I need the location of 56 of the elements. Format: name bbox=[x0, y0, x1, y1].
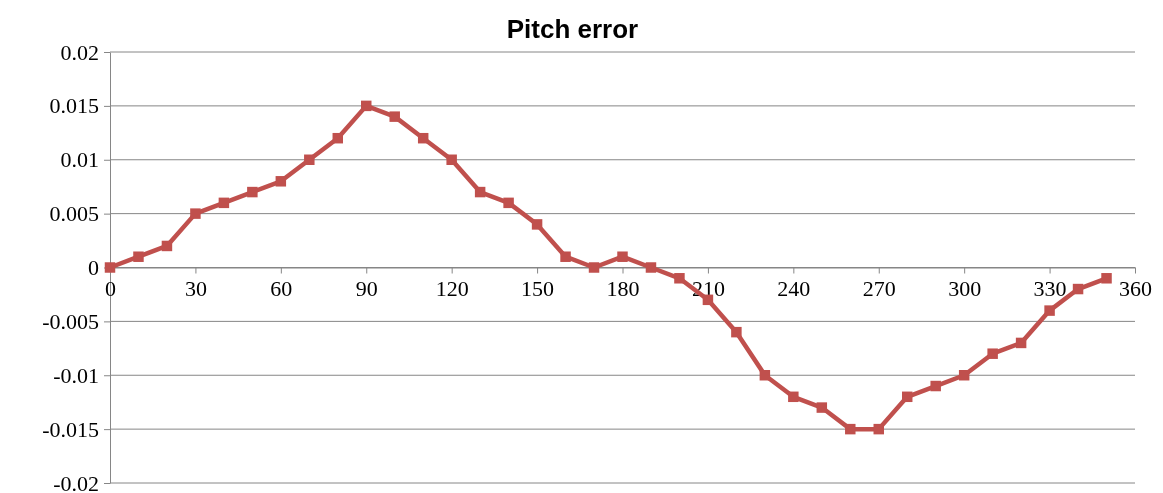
x-tick-label: 240 bbox=[777, 276, 811, 302]
y-tick-label: -0.005 bbox=[42, 308, 99, 334]
y-tick-label: -0.015 bbox=[42, 416, 99, 442]
y-tick-label: -0.02 bbox=[53, 470, 99, 493]
point bbox=[1044, 305, 1055, 316]
x-tick-label: 120 bbox=[435, 276, 469, 302]
point bbox=[560, 251, 571, 262]
point bbox=[474, 186, 486, 198]
point bbox=[588, 262, 600, 273]
point bbox=[190, 208, 201, 219]
point bbox=[958, 370, 970, 381]
point bbox=[816, 402, 828, 413]
x-tick-label: 150 bbox=[521, 276, 555, 302]
point bbox=[617, 251, 628, 262]
point bbox=[503, 197, 514, 209]
point bbox=[161, 240, 173, 252]
point bbox=[674, 273, 685, 284]
point bbox=[389, 111, 400, 122]
point bbox=[788, 391, 799, 403]
point bbox=[417, 132, 429, 144]
x-tick-label: 180 bbox=[606, 276, 640, 302]
point bbox=[759, 370, 771, 381]
x-tick-label: 90 bbox=[355, 276, 378, 302]
point bbox=[1015, 337, 1027, 349]
point bbox=[930, 380, 941, 392]
y-tick-label: 0.005 bbox=[49, 201, 99, 227]
y-tick-label: 0.015 bbox=[49, 93, 99, 119]
point bbox=[1101, 273, 1112, 284]
point bbox=[133, 251, 144, 262]
point bbox=[873, 423, 884, 435]
point bbox=[731, 326, 742, 338]
point bbox=[332, 132, 344, 144]
point bbox=[901, 391, 913, 403]
point bbox=[845, 423, 856, 435]
x-tick-label: 270 bbox=[862, 276, 896, 302]
point bbox=[304, 154, 315, 165]
x-tick-label: 60 bbox=[270, 276, 293, 302]
point bbox=[275, 176, 287, 187]
point bbox=[645, 262, 657, 273]
point bbox=[247, 186, 258, 198]
y-tick-label: 0.02 bbox=[60, 39, 99, 65]
point bbox=[446, 154, 457, 165]
x-tick-label: 330 bbox=[1033, 276, 1067, 302]
x-tick-label: 30 bbox=[184, 276, 207, 302]
point bbox=[361, 100, 372, 112]
y-tick-label: -0.01 bbox=[53, 362, 99, 388]
point bbox=[218, 197, 230, 209]
point bbox=[531, 219, 543, 230]
point bbox=[1072, 283, 1084, 295]
x-tick-label: 0 bbox=[105, 276, 116, 302]
x-tick-label: 300 bbox=[948, 276, 982, 302]
point bbox=[987, 348, 998, 359]
y-tick-label: 0.01 bbox=[60, 147, 99, 173]
chart-title: Pitch error bbox=[506, 14, 639, 44]
x-tick-label: 360 bbox=[1119, 276, 1152, 302]
y-tick-label: 0 bbox=[88, 255, 99, 281]
